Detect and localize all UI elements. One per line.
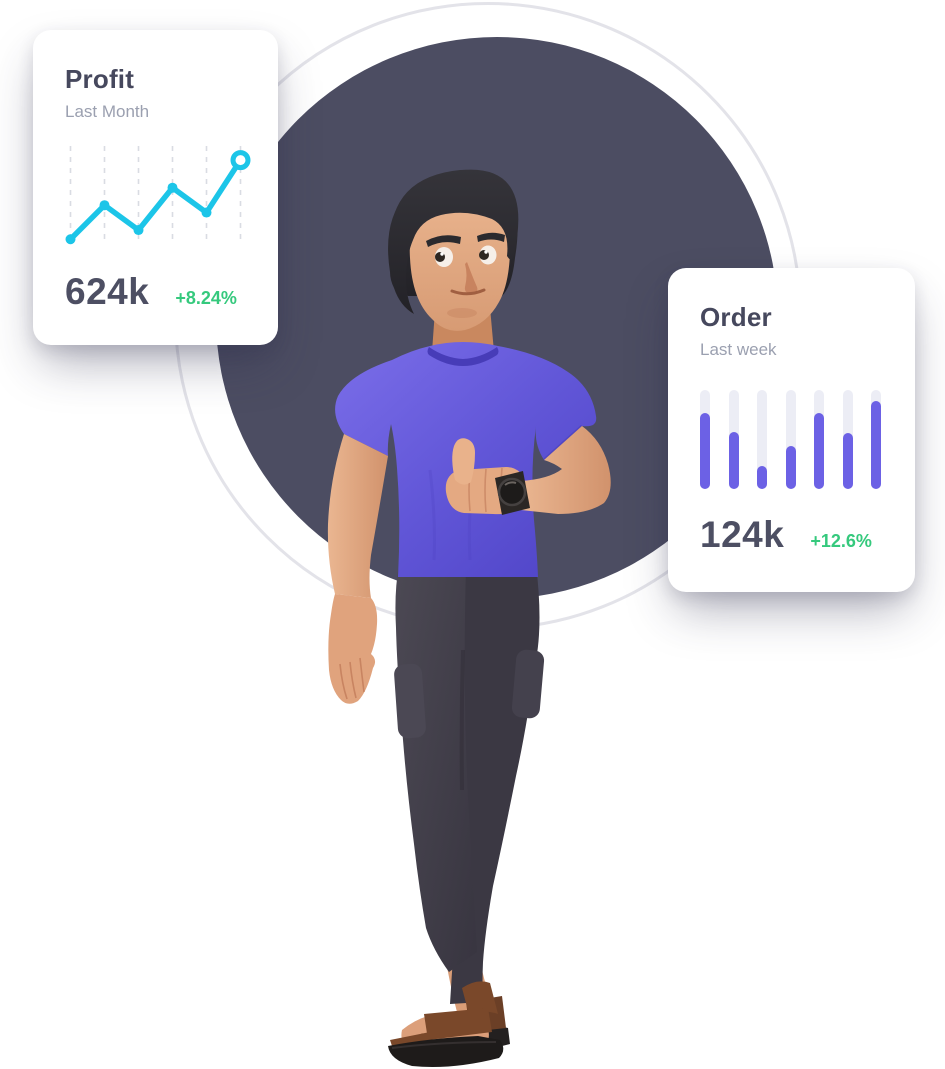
sandal-strap-mid — [424, 1008, 492, 1040]
data-point — [65, 234, 76, 245]
right-forearm — [521, 426, 611, 514]
mouth — [450, 288, 486, 296]
order-stat-card: Order Last week 124k +12.6% — [668, 268, 915, 592]
order-bar-chart — [700, 390, 881, 489]
left-arm — [327, 434, 388, 704]
bar-fill — [814, 412, 824, 489]
bar-fill — [871, 400, 881, 489]
cargo-pocket-right — [511, 649, 545, 719]
thumb-up — [452, 438, 475, 485]
head — [388, 169, 519, 361]
profit-stats-row: 624k +8.24% — [65, 271, 246, 313]
order-value: 124k — [700, 514, 785, 555]
front-sandal-sole — [388, 1036, 504, 1067]
bar-fill — [842, 432, 853, 489]
sole-highlight — [391, 1041, 497, 1049]
legs-and-feet — [388, 565, 545, 1067]
right-arm-thumbs-up — [445, 426, 611, 515]
bar-track — [842, 390, 853, 489]
data-point — [167, 182, 178, 193]
bar-fill — [700, 412, 710, 489]
data-point — [133, 225, 144, 236]
bar-track — [785, 390, 796, 489]
eye-right — [479, 245, 497, 265]
data-point — [99, 200, 110, 211]
eyebrow-left — [426, 235, 461, 247]
data-point-end-ring — [230, 150, 251, 171]
hair-front — [388, 169, 519, 314]
collar — [427, 347, 499, 366]
left-arm-skin — [327, 434, 388, 598]
profit-card-title: Profit — [65, 64, 135, 94]
bar-fill — [728, 431, 739, 489]
watch-glint — [504, 481, 517, 486]
left-finger-lines — [339, 657, 365, 700]
bar-track — [871, 390, 881, 489]
bar-track — [700, 390, 710, 489]
cargo-pocket-left — [394, 663, 426, 739]
profit-line-chart — [65, 146, 251, 245]
profit-change-badge: +8.24% — [175, 288, 237, 308]
bar-track — [757, 390, 767, 489]
profit-value: 624k — [65, 271, 150, 312]
nose — [464, 262, 478, 294]
bar-track — [814, 390, 824, 489]
bar-fill — [757, 466, 767, 489]
eyebrow-right — [477, 232, 505, 242]
data-point — [201, 207, 212, 218]
order-change-badge: +12.6% — [810, 531, 872, 551]
chin-shadow — [447, 308, 477, 318]
order-card-title: Order — [700, 302, 772, 332]
bar-fill — [785, 446, 796, 489]
sandal-strap-ankle — [462, 981, 498, 1018]
eye-left — [435, 247, 453, 267]
pant-leg-front — [395, 565, 477, 972]
pants-crease — [459, 649, 465, 791]
bar-track — [728, 390, 739, 489]
profit-line — [67, 157, 244, 242]
order-card-subtitle: Last week — [700, 340, 777, 359]
profit-stat-card: Profit Last Month 624k +8.24% — [33, 30, 278, 345]
profit-card-subtitle: Last Month — [65, 102, 150, 121]
order-stats-row: 124k +12.6% — [700, 514, 883, 556]
left-hand — [328, 594, 378, 704]
